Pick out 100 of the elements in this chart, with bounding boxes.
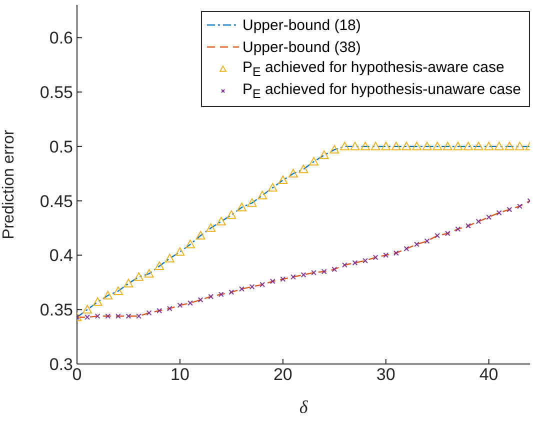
point [126, 313, 132, 319]
y-tick-label: 0.35 [40, 300, 73, 320]
point [186, 240, 195, 248]
point [362, 258, 368, 264]
point [103, 290, 113, 300]
point [84, 314, 90, 320]
point [249, 284, 255, 290]
point [270, 278, 276, 284]
point [216, 216, 226, 226]
y-tick-label: 0.3 [49, 355, 73, 374]
point [515, 142, 524, 150]
point [134, 272, 144, 281]
point [422, 142, 432, 150]
x-tick-label: 20 [273, 365, 292, 384]
point [453, 142, 463, 150]
point [226, 210, 236, 219]
point [352, 260, 358, 266]
point [350, 142, 360, 150]
point [280, 276, 286, 282]
point [258, 190, 268, 200]
point [156, 308, 162, 314]
point [404, 246, 410, 252]
point [494, 142, 504, 150]
point [298, 164, 308, 174]
legend-label: Upper-bound (18) [242, 16, 361, 34]
point [444, 230, 450, 236]
point [124, 278, 134, 288]
point [188, 300, 193, 306]
point [504, 142, 514, 150]
point [496, 210, 502, 216]
x-tick-label: 10 [170, 365, 190, 384]
point [290, 274, 296, 280]
point [94, 313, 100, 319]
point [311, 270, 316, 276]
point [412, 142, 422, 150]
point [342, 262, 348, 268]
y-tick-label: 0.4 [49, 246, 73, 266]
point [309, 156, 318, 166]
point [321, 268, 327, 274]
point [82, 304, 92, 314]
y-tick-label: 0.6 [49, 28, 73, 48]
point [208, 294, 214, 300]
point [319, 150, 329, 159]
point [370, 142, 380, 150]
point [288, 168, 298, 178]
point [164, 254, 174, 262]
point [391, 142, 401, 150]
point [278, 175, 288, 184]
point [206, 223, 216, 232]
point [144, 269, 154, 278]
point [476, 218, 482, 224]
point [196, 230, 206, 240]
point [154, 261, 164, 270]
point [146, 310, 152, 316]
point [381, 142, 391, 150]
point [92, 297, 102, 306]
point [464, 142, 473, 150]
point [177, 302, 183, 308]
point [300, 272, 306, 278]
point [228, 290, 234, 295]
point [166, 306, 172, 312]
point [517, 204, 522, 209]
point [113, 286, 123, 295]
y-axis-title: Prediction error [0, 129, 18, 240]
point [115, 313, 121, 319]
point [434, 232, 440, 238]
point [402, 142, 412, 150]
point [247, 198, 257, 207]
point [239, 286, 244, 292]
point [383, 252, 389, 258]
point [330, 144, 340, 154]
point [432, 142, 442, 150]
x-axis-title: δ [299, 397, 308, 417]
x-tick-label: 40 [479, 365, 498, 384]
point [466, 223, 471, 229]
point [455, 226, 461, 232]
y-tick-label: 0.55 [40, 83, 73, 102]
point [136, 313, 142, 319]
point [442, 142, 452, 150]
point [175, 247, 185, 256]
point [332, 266, 338, 272]
point [268, 183, 278, 192]
y-tick-label: 0.45 [40, 192, 73, 211]
legend-label: Upper-bound (38) [242, 38, 361, 56]
point [424, 238, 430, 244]
point [484, 142, 494, 150]
point [360, 142, 370, 150]
legend-label: P$_{E}$ achieved for hypothesis-unaware case [242, 81, 521, 101]
point [218, 292, 224, 298]
point [340, 142, 350, 150]
point [260, 282, 266, 288]
point [372, 254, 378, 260]
point [105, 313, 111, 319]
point [393, 250, 399, 256]
y-tick-label: 0.5 [49, 137, 73, 156]
point [237, 202, 246, 212]
point [198, 297, 204, 303]
point [414, 242, 420, 248]
point [486, 214, 492, 220]
point [506, 206, 512, 212]
